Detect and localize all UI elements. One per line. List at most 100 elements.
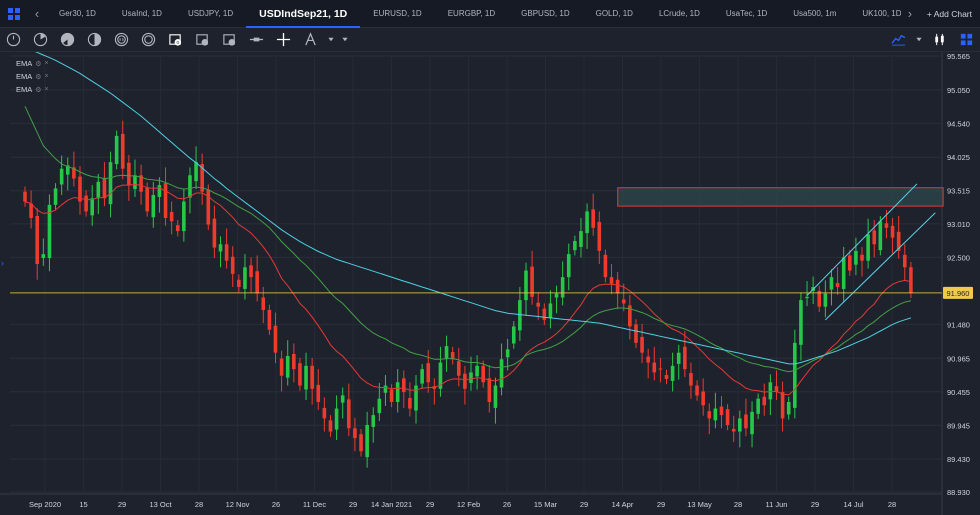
chart-tab[interactable]: GOLD, 1D: [595, 8, 633, 18]
more-tools-dropdown[interactable]: [338, 28, 352, 52]
chart-tab[interactable]: UsaInd, 1D: [121, 8, 162, 18]
chart-tab[interactable]: Ger30, 1D: [59, 8, 96, 18]
chart-area[interactable]: 95.565 95.050 94.540 94.025 93.515 93.010 92.5…: [0, 52, 980, 515]
legend-row[interactable]: EMA ⚙ ×: [16, 57, 49, 70]
calendar-a-icon: [196, 34, 209, 46]
x-tick-label: 14 Apr: [612, 500, 634, 509]
horizontal-line-tool-button[interactable]: [243, 28, 270, 52]
chart-type-button[interactable]: [885, 28, 912, 52]
calendar-0-tool-button[interactable]: 0: [162, 28, 189, 52]
chart-tab[interactable]: USDJPY, 1D: [187, 8, 234, 18]
chart-tab[interactable]: UK100, 1D: [862, 8, 901, 18]
chart-tab[interactable]: EURGBP, 1D: [447, 8, 496, 18]
chart-tab[interactable]: USDIndSep21, 1D: [246, 0, 361, 28]
candle: [890, 217, 895, 254]
candle: [750, 401, 754, 448]
grid-layout-icon: [960, 33, 973, 46]
circle-tool-button[interactable]: [108, 28, 135, 52]
chevron-left-icon: ‹: [34, 6, 40, 21]
y-tick-label: 89.945: [947, 421, 970, 430]
ring-tool-button[interactable]: [135, 28, 162, 52]
calendar-a-tool-button[interactable]: [189, 28, 216, 52]
close-icon[interactable]: ×: [44, 60, 49, 67]
candle: [481, 360, 486, 388]
chart-background: [0, 52, 980, 515]
candle: [255, 255, 259, 302]
candle: [230, 246, 235, 287]
candle: [542, 303, 547, 326]
x-tick-label: 29: [118, 500, 126, 509]
draw-tool-icon: [305, 32, 316, 46]
candle: [175, 219, 180, 237]
chart-tab[interactable]: UsaTec, 1D: [725, 8, 768, 18]
candle: [267, 304, 272, 335]
y-tick-label: 88.930: [947, 488, 970, 497]
crosshair-tool-button[interactable]: [270, 28, 297, 52]
candles-button[interactable]: [926, 28, 953, 52]
chart-tab[interactable]: LCrude, 1D: [658, 8, 700, 18]
layout-grid-button[interactable]: [0, 0, 28, 28]
contrast-tool-button[interactable]: [54, 28, 81, 52]
resistance-zone: [617, 187, 944, 207]
candle: [689, 362, 693, 399]
chart-tab[interactable]: GBPUSD, 1D: [521, 8, 570, 18]
chart-type-dropdown[interactable]: [912, 28, 926, 52]
clock-tool-button[interactable]: [0, 28, 27, 52]
candle: [41, 238, 46, 266]
ema-slow-line: [34, 52, 912, 365]
draw-tool-dropdown[interactable]: [324, 28, 338, 52]
candle: [133, 159, 137, 197]
add-chart-button[interactable]: + Add Chart: [926, 8, 972, 19]
dropdown-icon: [916, 37, 922, 42]
candle: [163, 167, 168, 226]
price-chart[interactable]: 95.565 95.050 94.540 94.025 93.515 93.010 92.5…: [0, 52, 980, 515]
candle: [108, 151, 113, 218]
candle: [530, 250, 534, 305]
drawing-toolbar: 0: [0, 28, 980, 52]
expand-panel-icon[interactable]: ›: [1, 258, 4, 268]
tabs-scroll-right-button[interactable]: ›: [901, 0, 919, 28]
x-tick-label: 29: [811, 500, 819, 509]
pie-clock-icon: [33, 32, 48, 47]
candle: [731, 415, 736, 443]
close-icon[interactable]: ×: [44, 86, 49, 93]
y-tick-label: 93.515: [947, 187, 970, 196]
draw-tool-button[interactable]: [297, 28, 324, 52]
candle: [615, 271, 620, 310]
candle: [518, 286, 522, 341]
candle: [707, 403, 712, 435]
chart-tab[interactable]: EURUSD, 1D: [373, 8, 422, 18]
settings-icon[interactable]: ⚙: [35, 73, 42, 81]
candle: [609, 263, 614, 295]
candle: [493, 377, 498, 424]
candle: [102, 162, 107, 207]
settings-icon[interactable]: ⚙: [35, 60, 42, 68]
chart-tab[interactable]: Usa500, 1m: [793, 8, 837, 18]
circle-icon: [114, 32, 129, 47]
candle: [860, 246, 864, 277]
close-icon[interactable]: ×: [44, 73, 49, 80]
channel-upper-line: [806, 183, 918, 296]
candle: [823, 280, 828, 318]
calendar-b-tool-button[interactable]: [216, 28, 243, 52]
pie-clock-tool-button[interactable]: [27, 28, 54, 52]
horizontal-line-tool-icon: [249, 37, 264, 42]
candle: [420, 363, 424, 389]
candle: [316, 369, 321, 410]
candle: [200, 153, 204, 205]
settings-icon[interactable]: ⚙: [35, 86, 42, 94]
candle: [371, 407, 376, 443]
half-circle-icon: [87, 32, 102, 47]
last-price-label: 91.960: [947, 289, 970, 298]
candle: [762, 383, 767, 416]
candle: [805, 281, 809, 307]
y-tick-label: 94.540: [947, 119, 970, 128]
y-tick-label: 91.480: [947, 320, 970, 329]
candle: [854, 237, 858, 276]
legend-row[interactable]: EMA ⚙ ×: [16, 83, 49, 96]
legend-row[interactable]: EMA ⚙ ×: [16, 70, 49, 83]
candle: [658, 357, 663, 383]
half-circle-tool-button[interactable]: [81, 28, 108, 52]
chart-settings-button[interactable]: [953, 28, 980, 52]
tabs-scroll-left-button[interactable]: ‹: [28, 0, 46, 28]
